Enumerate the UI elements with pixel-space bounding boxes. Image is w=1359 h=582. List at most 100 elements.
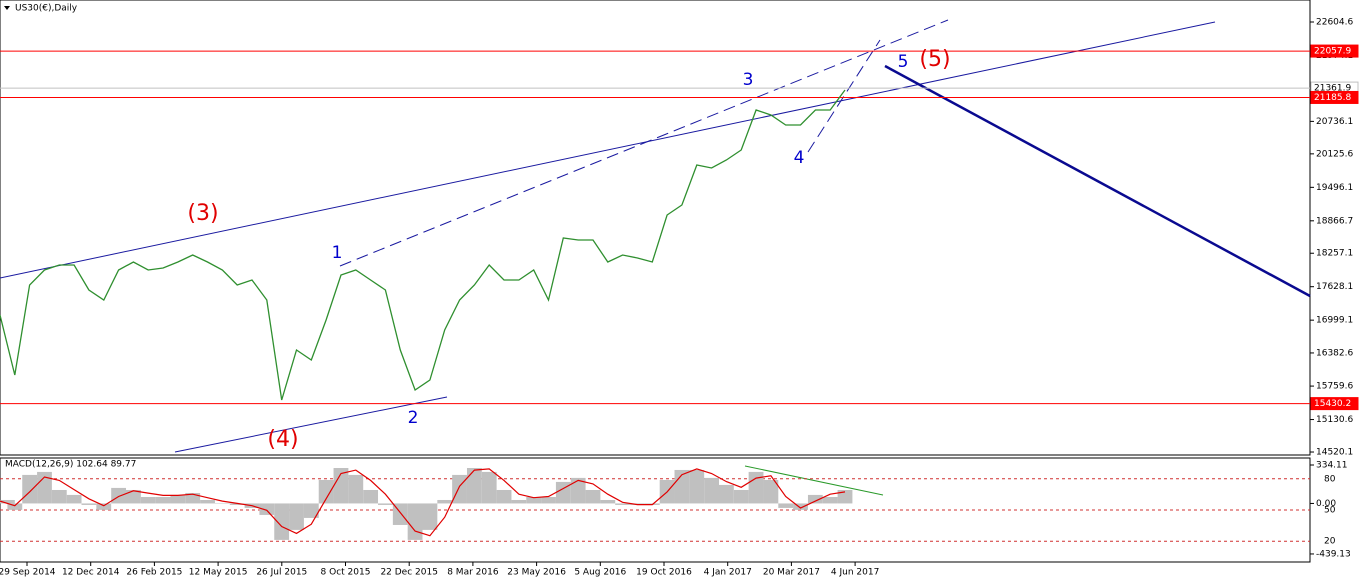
macd-bar (66, 494, 82, 504)
macd-bar (511, 499, 527, 504)
y-tick-label: 22604.6 (1316, 17, 1353, 27)
y2-tick-label: 80 (1324, 474, 1336, 484)
projection-line (884, 64, 1311, 298)
wave-label: 5 (898, 52, 909, 72)
chart-title: US30(€),Daily (15, 4, 78, 14)
macd-bar (81, 503, 97, 505)
x-tick-label: 5 Aug 2016 (574, 568, 626, 578)
y-tick-label: 14520.1 (1316, 448, 1353, 458)
macd-bar (51, 489, 67, 504)
macd-bar (333, 468, 349, 504)
level-label: 15430.2 (1314, 399, 1351, 409)
macd-bar (170, 494, 186, 504)
macd-bar (37, 471, 52, 504)
macd-bar (793, 503, 808, 510)
macd-bar (481, 471, 497, 504)
x-tick-label: 22 Dec 2015 (380, 568, 438, 578)
price-line (0, 89, 846, 401)
x-tick-label: 8 Mar 2016 (447, 568, 499, 578)
y-tick-label: 18866.7 (1316, 216, 1353, 226)
macd-bar (348, 474, 364, 504)
level-label: 21185.8 (1314, 93, 1351, 103)
trendline (339, 19, 949, 267)
macd-bar (807, 494, 823, 504)
y-tick-label: 0.00 (1316, 499, 1336, 509)
x-tick-label: 29 Sep 2014 (0, 568, 56, 578)
level-box (1310, 44, 1359, 58)
y-tick-label: 20736.1 (1316, 117, 1353, 127)
macd-bar (318, 479, 334, 504)
y-tick-label: 15130.6 (1316, 415, 1353, 425)
wave-label: (5) (919, 47, 950, 72)
macd-bar (0, 499, 15, 504)
macd-bar (704, 477, 719, 504)
macd-bar (615, 503, 631, 505)
y-tick-label: -439.13 (1316, 549, 1351, 559)
trendline (0, 21, 1216, 279)
y-tick-label: 15759.6 (1316, 382, 1353, 392)
macd-bar (111, 487, 127, 504)
macd-bar (363, 489, 379, 504)
macd-bar (126, 489, 141, 504)
macd-bar (378, 503, 393, 505)
y-tick-label: 17628.1 (1316, 282, 1353, 292)
wave-label: (3) (187, 201, 218, 226)
macd-bar (274, 503, 290, 540)
macd-bar (837, 489, 853, 504)
macd-bar (289, 503, 304, 530)
y2-tick-label: 50 (1324, 506, 1336, 516)
macd-bar (748, 471, 764, 504)
wave-label: 1 (332, 243, 343, 263)
macd-bar (763, 479, 779, 504)
macd-bar (229, 503, 245, 505)
macd-bar (822, 497, 838, 504)
macd-bar (96, 503, 112, 510)
wave-label: 4 (794, 148, 805, 168)
x-tick-label: 4 Jan 2017 (704, 568, 752, 578)
x-tick-label: 20 Mar 2017 (763, 568, 820, 578)
macd-bar (155, 497, 171, 504)
macd-title: MACD(12,26,9) 102.64 89.77 (5, 460, 136, 470)
macd-bar (600, 499, 616, 504)
macd-bar (541, 497, 556, 504)
macd-bar (437, 499, 453, 504)
y-tick-label: 18257.1 (1316, 249, 1353, 259)
macd-bar (718, 484, 734, 504)
macd-bar (303, 503, 319, 518)
y2-tick-label: 20 (1324, 537, 1336, 547)
macd-bar (185, 492, 201, 504)
x-tick-label: 19 Oct 2016 (636, 568, 692, 578)
y-tick-label: 20125.6 (1316, 149, 1353, 159)
x-tick-label: 12 Dec 2014 (62, 568, 120, 578)
signal-line (0, 468, 846, 537)
x-tick-label: 26 Feb 2015 (126, 568, 182, 578)
y-tick-label: 334.11 (1316, 461, 1348, 471)
level-box (1310, 397, 1359, 411)
main-panel (0, 0, 1311, 456)
y-tick-label: 19496.1 (1316, 183, 1353, 193)
macd-bar (259, 503, 275, 515)
macd-bar (200, 499, 215, 504)
wave-label: (4) (267, 427, 298, 452)
macd-bar (140, 497, 156, 504)
divergence-line (744, 465, 884, 496)
macd-bar (496, 489, 512, 504)
macd-bar (526, 497, 542, 504)
y-tick-label: 16999.1 (1316, 316, 1353, 326)
level-label: 22057.9 (1314, 47, 1351, 57)
trendline (807, 39, 881, 153)
x-tick-label: 26 Jul 2015 (256, 568, 307, 578)
trendline (174, 396, 448, 453)
level-label: 21361.9 (1314, 84, 1351, 94)
macd-bar (733, 489, 749, 504)
level-box (1310, 90, 1359, 104)
macd-bar (778, 503, 794, 508)
macd-bar (555, 481, 571, 504)
macd-bar (452, 474, 467, 504)
wave-label: 3 (743, 70, 754, 90)
macd-bar (422, 503, 438, 530)
macd-bar (689, 469, 705, 504)
x-tick-label: 23 May 2016 (507, 568, 566, 578)
macd-bar (22, 474, 38, 504)
